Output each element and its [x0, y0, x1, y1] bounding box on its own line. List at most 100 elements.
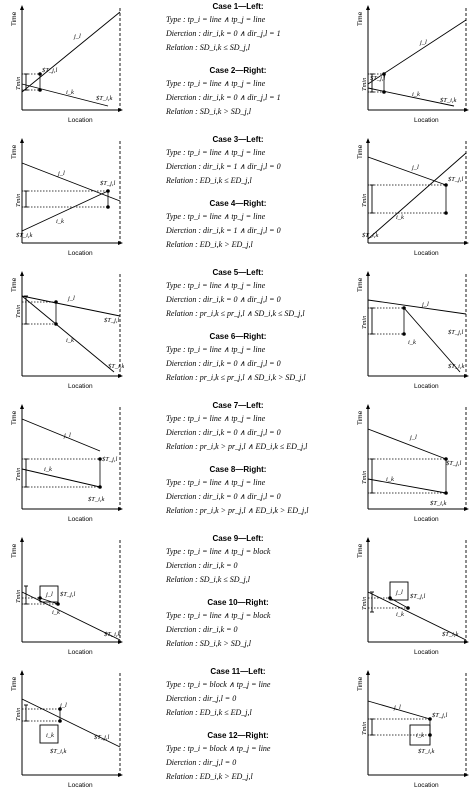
case-type: Type : tp_i = line ∧ tp_j = line	[166, 212, 266, 221]
case-title: Case 3—Left:	[212, 135, 264, 144]
activity-j-line	[367, 428, 447, 460]
location-axis-arrow-icon	[118, 374, 123, 378]
critical-point-0	[444, 457, 448, 461]
case-title: Case 5—Left:	[212, 268, 264, 277]
activity-i-label: i_k	[396, 611, 404, 618]
diagram-4-right: Time Location Tmin j_l i_k $T_j,l $T_i,k	[350, 399, 470, 531]
activity-i-line	[21, 83, 109, 107]
activity-i-label: i_k	[66, 337, 74, 344]
activity-j-block	[389, 581, 409, 601]
activity-i-line	[21, 190, 109, 232]
case-direction: Dierction : dir_i,k = 0 ∧ dir_j,l = 1	[166, 93, 281, 102]
case-title: Case 2—Right:	[209, 66, 267, 75]
point-i-label: $T_i,k	[418, 748, 435, 755]
case-relation: Relation : pr_i,k ≤ pr_j,l ∧ SD_i,k ≤ SD…	[166, 309, 305, 318]
activity-i-line	[367, 478, 447, 494]
tmin-label: Tmin	[15, 590, 22, 603]
activity-j-label: j_l	[411, 164, 419, 171]
tmin-label: Tmin	[15, 708, 22, 721]
time-axis-arrow-icon	[366, 138, 370, 143]
point-j-label: $T_j,l	[448, 176, 464, 183]
activity-j-label: j_l	[63, 432, 71, 439]
critical-point-1	[98, 485, 102, 489]
point-j-label: $T_j,l	[104, 317, 120, 324]
time-axis-arrow-icon	[366, 670, 370, 675]
critical-point-0	[444, 183, 448, 187]
case-direction: Dierction : dir_i,k = 1 ∧ dir_j,l = 0	[166, 162, 281, 171]
location-axis-label: Location	[414, 516, 439, 523]
diagram-2-right: Time Location Tmin j_l i_k $T_j,l $T_i,k	[350, 133, 470, 265]
activity-i-label: i_k	[66, 89, 74, 96]
location-axis-arrow-icon	[118, 507, 123, 511]
critical-point-1	[54, 322, 58, 326]
point-j-label: $T_j,l	[446, 460, 462, 467]
activity-i-line	[21, 468, 101, 488]
activity-j-line	[367, 700, 431, 720]
case-title: Case 7—Left:	[212, 401, 264, 410]
tmin-label: Tmin	[361, 316, 368, 329]
time-axis-label: Time	[357, 277, 364, 292]
tmin-label: Tmin	[361, 78, 368, 91]
case-title: Case 1—Left:	[212, 2, 264, 11]
case-relation: Relation : ED_i,k > ED_j,l	[166, 240, 253, 249]
location-axis-arrow-icon	[118, 241, 123, 245]
tmin-label: Tmin	[361, 597, 368, 610]
point-j-label: $T_j,l	[102, 456, 118, 463]
case-relation: Relation : pr_i,k ≤ pr_j,l ∧ SD_i,k > SD…	[166, 373, 306, 382]
diagram-3-right: Time Location Tmin j_l i_k $T_j,l $T_i,k	[350, 266, 470, 398]
case-type: Type : tp_i = line ∧ tp_j = block	[166, 611, 271, 620]
time-axis-label: Time	[357, 676, 364, 691]
critical-point-1	[444, 491, 448, 495]
critical-point-1	[406, 606, 410, 610]
critical-point-0	[38, 596, 42, 600]
case-type: Type : tp_i = line ∧ tp_j = block	[166, 547, 271, 556]
case-type: Type : tp_i = block ∧ tp_j = line	[166, 744, 271, 753]
case-relation: Relation : SD_i,k > SD_j,l	[166, 639, 251, 648]
critical-point-1	[402, 332, 406, 336]
point-i-label: $T_i,k	[440, 97, 457, 104]
case-direction: Dierction : dir_i,k = 1 ∧ dir_j,l = 0	[166, 226, 281, 235]
location-axis-arrow-icon	[464, 241, 469, 245]
time-axis-label: Time	[357, 11, 364, 26]
tmin-label: Tmin	[15, 77, 22, 90]
activity-j-line	[367, 156, 447, 186]
case-relation: Relation : SD_i,k > SD_j,l	[166, 107, 251, 116]
time-axis-label: Time	[11, 543, 18, 558]
location-axis-arrow-icon	[464, 507, 469, 511]
case-definitions: Case 9—Left: Type : tp_i = line ∧ tp_j = …	[148, 532, 328, 665]
time-axis-label: Time	[11, 11, 18, 26]
case-row-2: Time Location Tmin j_l i_k $T_j,l $T_i,k Time Lo…	[0, 133, 474, 266]
activity-j-label: j_l	[409, 434, 417, 441]
activity-j-label: j_l	[59, 702, 67, 709]
diagram-5-left: Time Location Tmin j_l i_k $T_j,l $T_i,k	[4, 532, 124, 664]
connector	[389, 597, 409, 609]
time-axis-label: Time	[357, 144, 364, 159]
activity-j-line	[21, 295, 121, 317]
activity-i-label: i_k	[46, 732, 54, 739]
case-relation: Relation : ED_i,k ≤ ED_j,l	[166, 176, 252, 185]
activity-j-line	[21, 418, 101, 452]
diagram-3-left: Time Location Tmin j_l i_k $T_j,l $T_i,k	[4, 266, 124, 398]
case-direction: Dierction : dir_j,l = 0	[166, 758, 237, 767]
activity-j-label: j_l	[57, 170, 65, 177]
activity-j-label: j_l	[421, 301, 429, 308]
activity-i-line	[21, 295, 115, 373]
case-title: Case 4—Right:	[209, 199, 267, 208]
location-axis-arrow-icon	[118, 108, 123, 112]
critical-point-1	[428, 733, 432, 737]
activity-i-line	[367, 87, 455, 107]
activity-i-label: i_k	[396, 214, 404, 221]
activity-i-label: i_k	[52, 609, 60, 616]
case-definitions: Case 1—Left: Type : tp_i = line ∧ tp_j = …	[148, 0, 328, 133]
case-definitions: Case 7—Left: Type : tp_i = line ∧ tp_j = …	[148, 399, 328, 532]
location-axis-label: Location	[414, 782, 439, 789]
case-direction: Dierction : dir_i,k = 0	[166, 561, 238, 570]
critical-point-0	[58, 707, 62, 711]
critical-point-0	[54, 300, 58, 304]
case-direction: Dierction : dir_j,l = 0	[166, 694, 237, 703]
point-i-label: $T_i,k	[96, 95, 113, 102]
location-axis-label: Location	[414, 383, 439, 390]
point-j-label: $T_j,l	[448, 329, 464, 336]
activity-i-label: i_k	[408, 339, 416, 346]
